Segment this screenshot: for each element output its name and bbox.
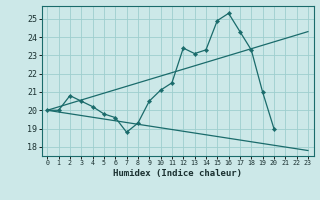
X-axis label: Humidex (Indice chaleur): Humidex (Indice chaleur) (113, 169, 242, 178)
